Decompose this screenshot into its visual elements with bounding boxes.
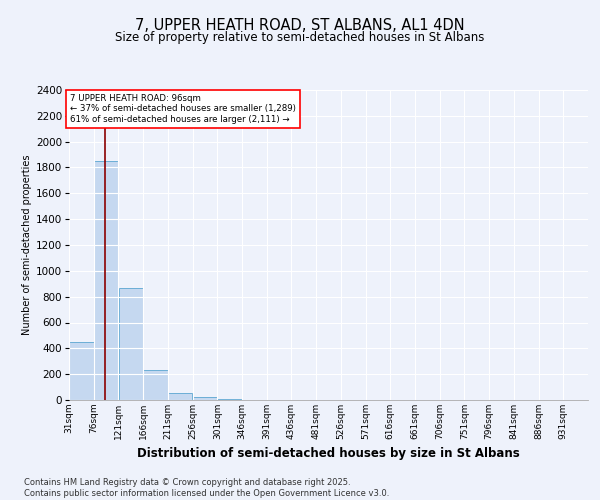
X-axis label: Distribution of semi-detached houses by size in St Albans: Distribution of semi-detached houses by … (137, 448, 520, 460)
Text: Size of property relative to semi-detached houses in St Albans: Size of property relative to semi-detach… (115, 31, 485, 44)
Y-axis label: Number of semi-detached properties: Number of semi-detached properties (22, 155, 32, 335)
Bar (119, 288, 143, 400)
Text: 7 UPPER HEATH ROAD: 96sqm
← 37% of semi-detached houses are smaller (1,289)
61% : 7 UPPER HEATH ROAD: 96sqm ← 37% of semi-… (70, 94, 296, 124)
Text: 7, UPPER HEATH ROAD, ST ALBANS, AL1 4DN: 7, UPPER HEATH ROAD, ST ALBANS, AL1 4DN (135, 18, 465, 32)
Bar (217, 398, 242, 400)
Bar (69, 342, 94, 400)
Bar (168, 393, 193, 400)
Bar (94, 161, 118, 400)
Bar (143, 370, 168, 400)
Text: Contains HM Land Registry data © Crown copyright and database right 2025.
Contai: Contains HM Land Registry data © Crown c… (24, 478, 389, 498)
Bar (193, 398, 217, 400)
